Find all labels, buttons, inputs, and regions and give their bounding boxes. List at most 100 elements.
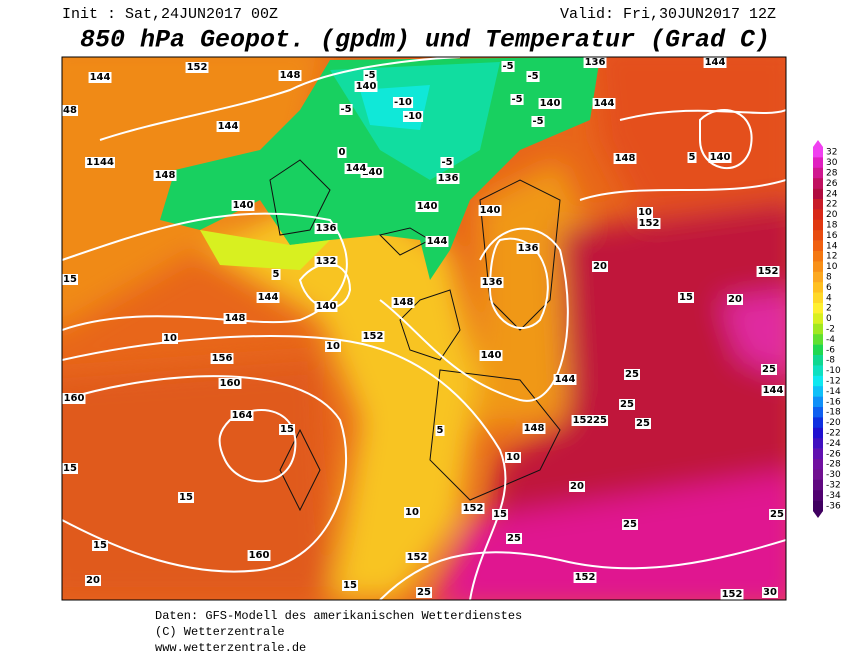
contour-label-box [762, 587, 778, 598]
contour-label-box [461, 503, 485, 514]
contour-label-box [624, 369, 640, 380]
contour-label-box [62, 393, 86, 404]
contour-label: 152 [639, 218, 660, 229]
contour-label-box [88, 72, 112, 83]
contour-label: 140 [362, 167, 383, 178]
contour-label: 10 [405, 507, 419, 518]
colorbar-swatch [813, 282, 823, 293]
colorbar-swatch [813, 479, 823, 491]
contour-label-box [256, 292, 280, 303]
footer-line: (C) Wetterzentrale [155, 625, 285, 639]
contour-label-box [230, 410, 254, 421]
contour-label: 15 [63, 274, 77, 285]
colorbar-swatch [813, 469, 823, 481]
contour-label: 20 [728, 294, 742, 305]
contour-label: -5 [511, 94, 522, 105]
contour-label-box [687, 152, 697, 163]
contour-label-box [247, 550, 271, 561]
contour-label-box [342, 580, 358, 591]
contour-label-box [354, 81, 378, 92]
colorbar-swatch [813, 167, 823, 179]
contour-label: 5 [689, 152, 696, 163]
colorbar-label: -16 [826, 397, 841, 407]
contour-label-box [392, 97, 414, 108]
contour-label: 15 [93, 540, 107, 551]
contour-label: 0 [339, 147, 346, 158]
colorbar-label: 10 [826, 262, 838, 272]
contour-label: 25 [636, 418, 650, 429]
contour-label: 25 [620, 399, 634, 410]
contour-label: 15 [493, 509, 507, 520]
contour-label-box [85, 157, 115, 168]
colorbar-label: 2 [826, 304, 832, 314]
colorbar-label: -10 [826, 366, 841, 376]
contour-label-box [178, 492, 194, 503]
contour-label: 10 [638, 207, 652, 218]
contour-label: 136 [316, 223, 337, 234]
colorbar: 32302826242220181614121086420-2-4-6-8-10… [813, 147, 841, 512]
contour-label-box [635, 418, 651, 429]
contour-label-box [85, 575, 101, 586]
contour-label: 15 [63, 463, 77, 474]
contour-label-box [92, 540, 108, 551]
contour-label-box [708, 152, 732, 163]
colorbar-label: 26 [826, 179, 838, 189]
contour-label-box [573, 572, 597, 583]
colorbar-swatch [813, 178, 823, 189]
contour-label: -5 [340, 104, 351, 115]
contour-label-box [761, 364, 777, 375]
contour-label-box [153, 170, 177, 181]
contour-label-box [278, 70, 302, 81]
colorbar-swatch [813, 313, 823, 325]
contour-label: 136 [482, 277, 503, 288]
contour-label: 132 [316, 256, 337, 267]
contour-label-box [402, 111, 424, 122]
colorbar-label: -18 [826, 408, 841, 418]
colorbar-swatch [813, 147, 823, 158]
contour-label-box [480, 277, 504, 288]
contour-label-box [619, 399, 635, 410]
contour-label: 10 [326, 341, 340, 352]
colorbar-label: -8 [826, 356, 835, 366]
colorbar-swatch [813, 427, 823, 439]
contour-label: 136 [585, 57, 606, 68]
contour-label-box [344, 163, 368, 174]
colorbar-label: 16 [826, 231, 838, 241]
contour-label-box [501, 61, 515, 72]
colorbar-label: -32 [826, 481, 841, 491]
contour-label: 144 [705, 57, 726, 68]
contour-label: 152 [363, 331, 384, 342]
contour-label-box [360, 167, 384, 178]
contour-label: 144 [90, 72, 111, 83]
contour-label: -10 [404, 111, 422, 122]
contour-label: -5 [441, 157, 452, 168]
colorbar-label: 4 [826, 293, 832, 303]
contour-label: 160 [249, 550, 270, 561]
colorbar-label: -12 [826, 377, 841, 387]
contour-label: 140 [316, 301, 337, 312]
contour-label-box [592, 261, 608, 272]
colorbar-swatch [813, 386, 823, 397]
colorbar-label: -6 [826, 345, 835, 355]
contour-label: 144 [427, 236, 448, 247]
contour-label: 160 [220, 378, 241, 389]
colorbar-swatch [813, 490, 823, 501]
contour-label-box [325, 341, 341, 352]
colorbar-label: -14 [826, 387, 841, 397]
contour-label-box [314, 301, 338, 312]
colorbar-label: 32 [826, 148, 837, 158]
contour-label-box [436, 173, 460, 184]
contour-label: 140 [710, 152, 731, 163]
contour-label: 144 [218, 121, 239, 132]
colorbar-label: 20 [826, 210, 838, 220]
contour-label-box [337, 147, 347, 158]
colorbar-arrow-bottom [813, 511, 823, 518]
contour-label: 148 [393, 297, 414, 308]
contour-label: 140 [233, 200, 254, 211]
contour-label: 164 [232, 410, 253, 421]
contour-label: 20 [86, 575, 100, 586]
contour-label: -10 [394, 97, 412, 108]
contour-label-box [505, 452, 521, 463]
